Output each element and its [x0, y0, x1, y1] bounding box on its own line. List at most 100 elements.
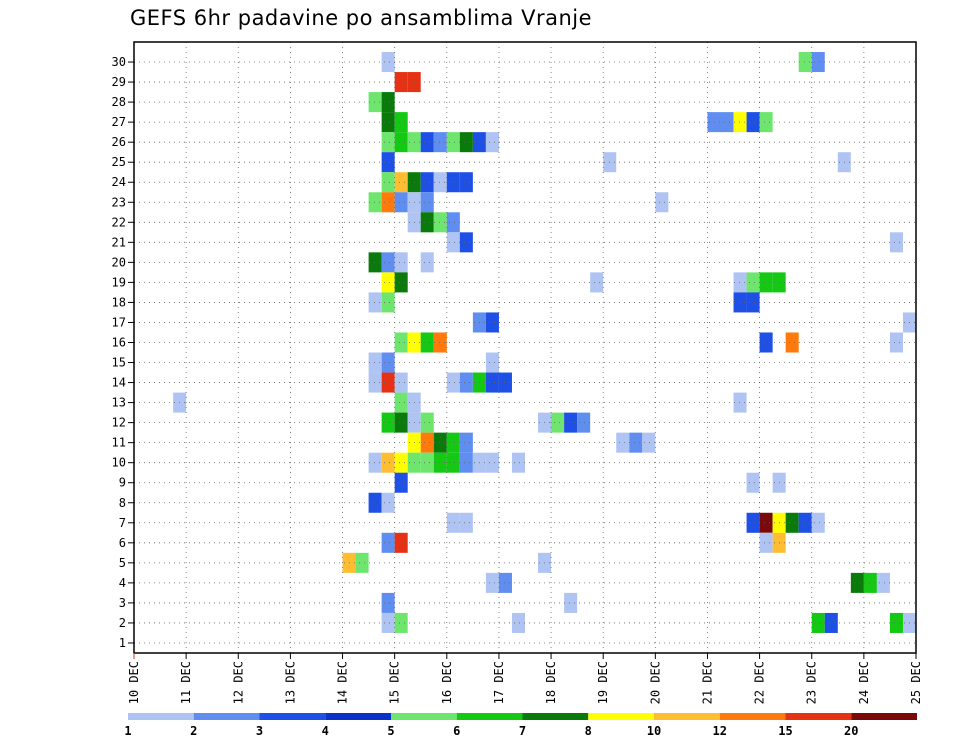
x-tick-label: 21 DEC [700, 661, 714, 704]
precip-cell [433, 452, 447, 473]
y-tick-label: 12 [112, 416, 126, 430]
y-axis-ticks: 1234567891011121314151617181920212223242… [112, 55, 134, 650]
legend-label: 20 [844, 724, 858, 738]
precip-cell [759, 512, 773, 533]
precip-cell [446, 232, 460, 253]
legend-label: 3 [256, 724, 263, 738]
precip-cell [446, 512, 460, 533]
precip-cell [629, 432, 643, 453]
precip-cell [381, 352, 395, 373]
y-tick-label: 7 [119, 516, 126, 530]
precip-cell [394, 452, 408, 473]
legend-swatch [325, 713, 391, 720]
legend-swatch [719, 713, 786, 720]
precip-cell [394, 112, 408, 133]
y-tick-label: 5 [119, 556, 126, 570]
precip-cell [759, 272, 773, 293]
y-tick-label: 18 [112, 295, 126, 309]
precip-cell [381, 452, 395, 473]
legend-label: 4 [322, 724, 329, 738]
precip-cell [707, 112, 721, 133]
precip-cell [394, 272, 408, 293]
plot-frame [133, 41, 917, 654]
precip-cell [746, 292, 760, 313]
precip-cell [381, 532, 395, 553]
y-tick-label: 9 [119, 476, 126, 490]
precip-cell [381, 152, 395, 173]
precip-cell [459, 512, 473, 533]
x-tick-label: 22 DEC [753, 661, 767, 704]
legend-swatch [654, 713, 720, 720]
x-tick-label: 23 DEC [805, 661, 819, 704]
legend-swatch [522, 713, 589, 720]
precip-cell [394, 372, 408, 393]
precip-cell [368, 352, 382, 373]
precip-cell [759, 332, 773, 353]
precip-cell [446, 132, 460, 153]
precip-cell [446, 172, 460, 193]
precip-cell [798, 52, 812, 73]
legend-label: 10 [647, 724, 661, 738]
precip-cell [459, 172, 473, 193]
x-tick-label: 11 DEC [179, 661, 193, 704]
precip-cell [863, 572, 877, 593]
precip-cell [433, 172, 447, 193]
x-tick-label: 19 DEC [596, 661, 610, 704]
precip-cell [798, 512, 812, 533]
legend-swatch [785, 713, 852, 720]
precip-cell [485, 312, 499, 333]
precip-cell [498, 372, 512, 393]
precip-cell [733, 292, 747, 313]
legend-label: 15 [778, 724, 792, 738]
precip-cell [459, 132, 473, 153]
y-tick-label: 3 [119, 596, 126, 610]
precip-cell [368, 452, 382, 473]
precip-cell [616, 432, 630, 453]
precip-cell [811, 52, 825, 73]
y-tick-label: 14 [112, 376, 126, 390]
precip-cell [485, 132, 499, 153]
x-tick-label: 12 DEC [231, 661, 245, 704]
precip-cell [498, 572, 512, 593]
x-tick-label: 15 DEC [388, 661, 402, 704]
y-tick-label: 28 [112, 95, 126, 109]
precip-cell [381, 252, 395, 273]
precip-cell [420, 132, 434, 153]
precip-cell [850, 572, 864, 593]
precip-cell [485, 372, 499, 393]
precip-cell [420, 332, 434, 353]
legend-swatch [391, 713, 457, 720]
precip-cell [655, 192, 669, 213]
y-tick-label: 21 [112, 235, 126, 249]
precip-cell [381, 192, 395, 213]
precip-cell [394, 192, 408, 213]
precip-cell [720, 112, 734, 133]
precip-cell [368, 292, 382, 313]
precip-cell [733, 272, 747, 293]
y-tick-label: 30 [112, 55, 126, 69]
precip-cell [811, 512, 825, 533]
precip-cell [564, 412, 578, 433]
x-tick-label: 10 DEC [127, 661, 141, 704]
precip-cell [420, 252, 434, 273]
precip-cell [394, 72, 408, 93]
precip-cell [785, 512, 799, 533]
precip-cell [381, 292, 395, 313]
precip-cell [759, 112, 773, 133]
precip-cell [446, 452, 460, 473]
legend-label: 12 [713, 724, 727, 738]
precip-cell [381, 132, 395, 153]
precip-cell [446, 432, 460, 453]
precip-cell [394, 392, 408, 413]
precip-cell [889, 612, 903, 633]
legend-swatch [128, 713, 194, 720]
legend-label: 1 [124, 724, 131, 738]
precip-cell [394, 532, 408, 553]
precip-cell [746, 472, 760, 493]
precip-cell [459, 372, 473, 393]
precip-cell [551, 412, 565, 433]
legend-label: 6 [453, 724, 460, 738]
precip-cell [485, 572, 499, 593]
precip-cell [577, 412, 591, 433]
precip-cell [746, 112, 760, 133]
